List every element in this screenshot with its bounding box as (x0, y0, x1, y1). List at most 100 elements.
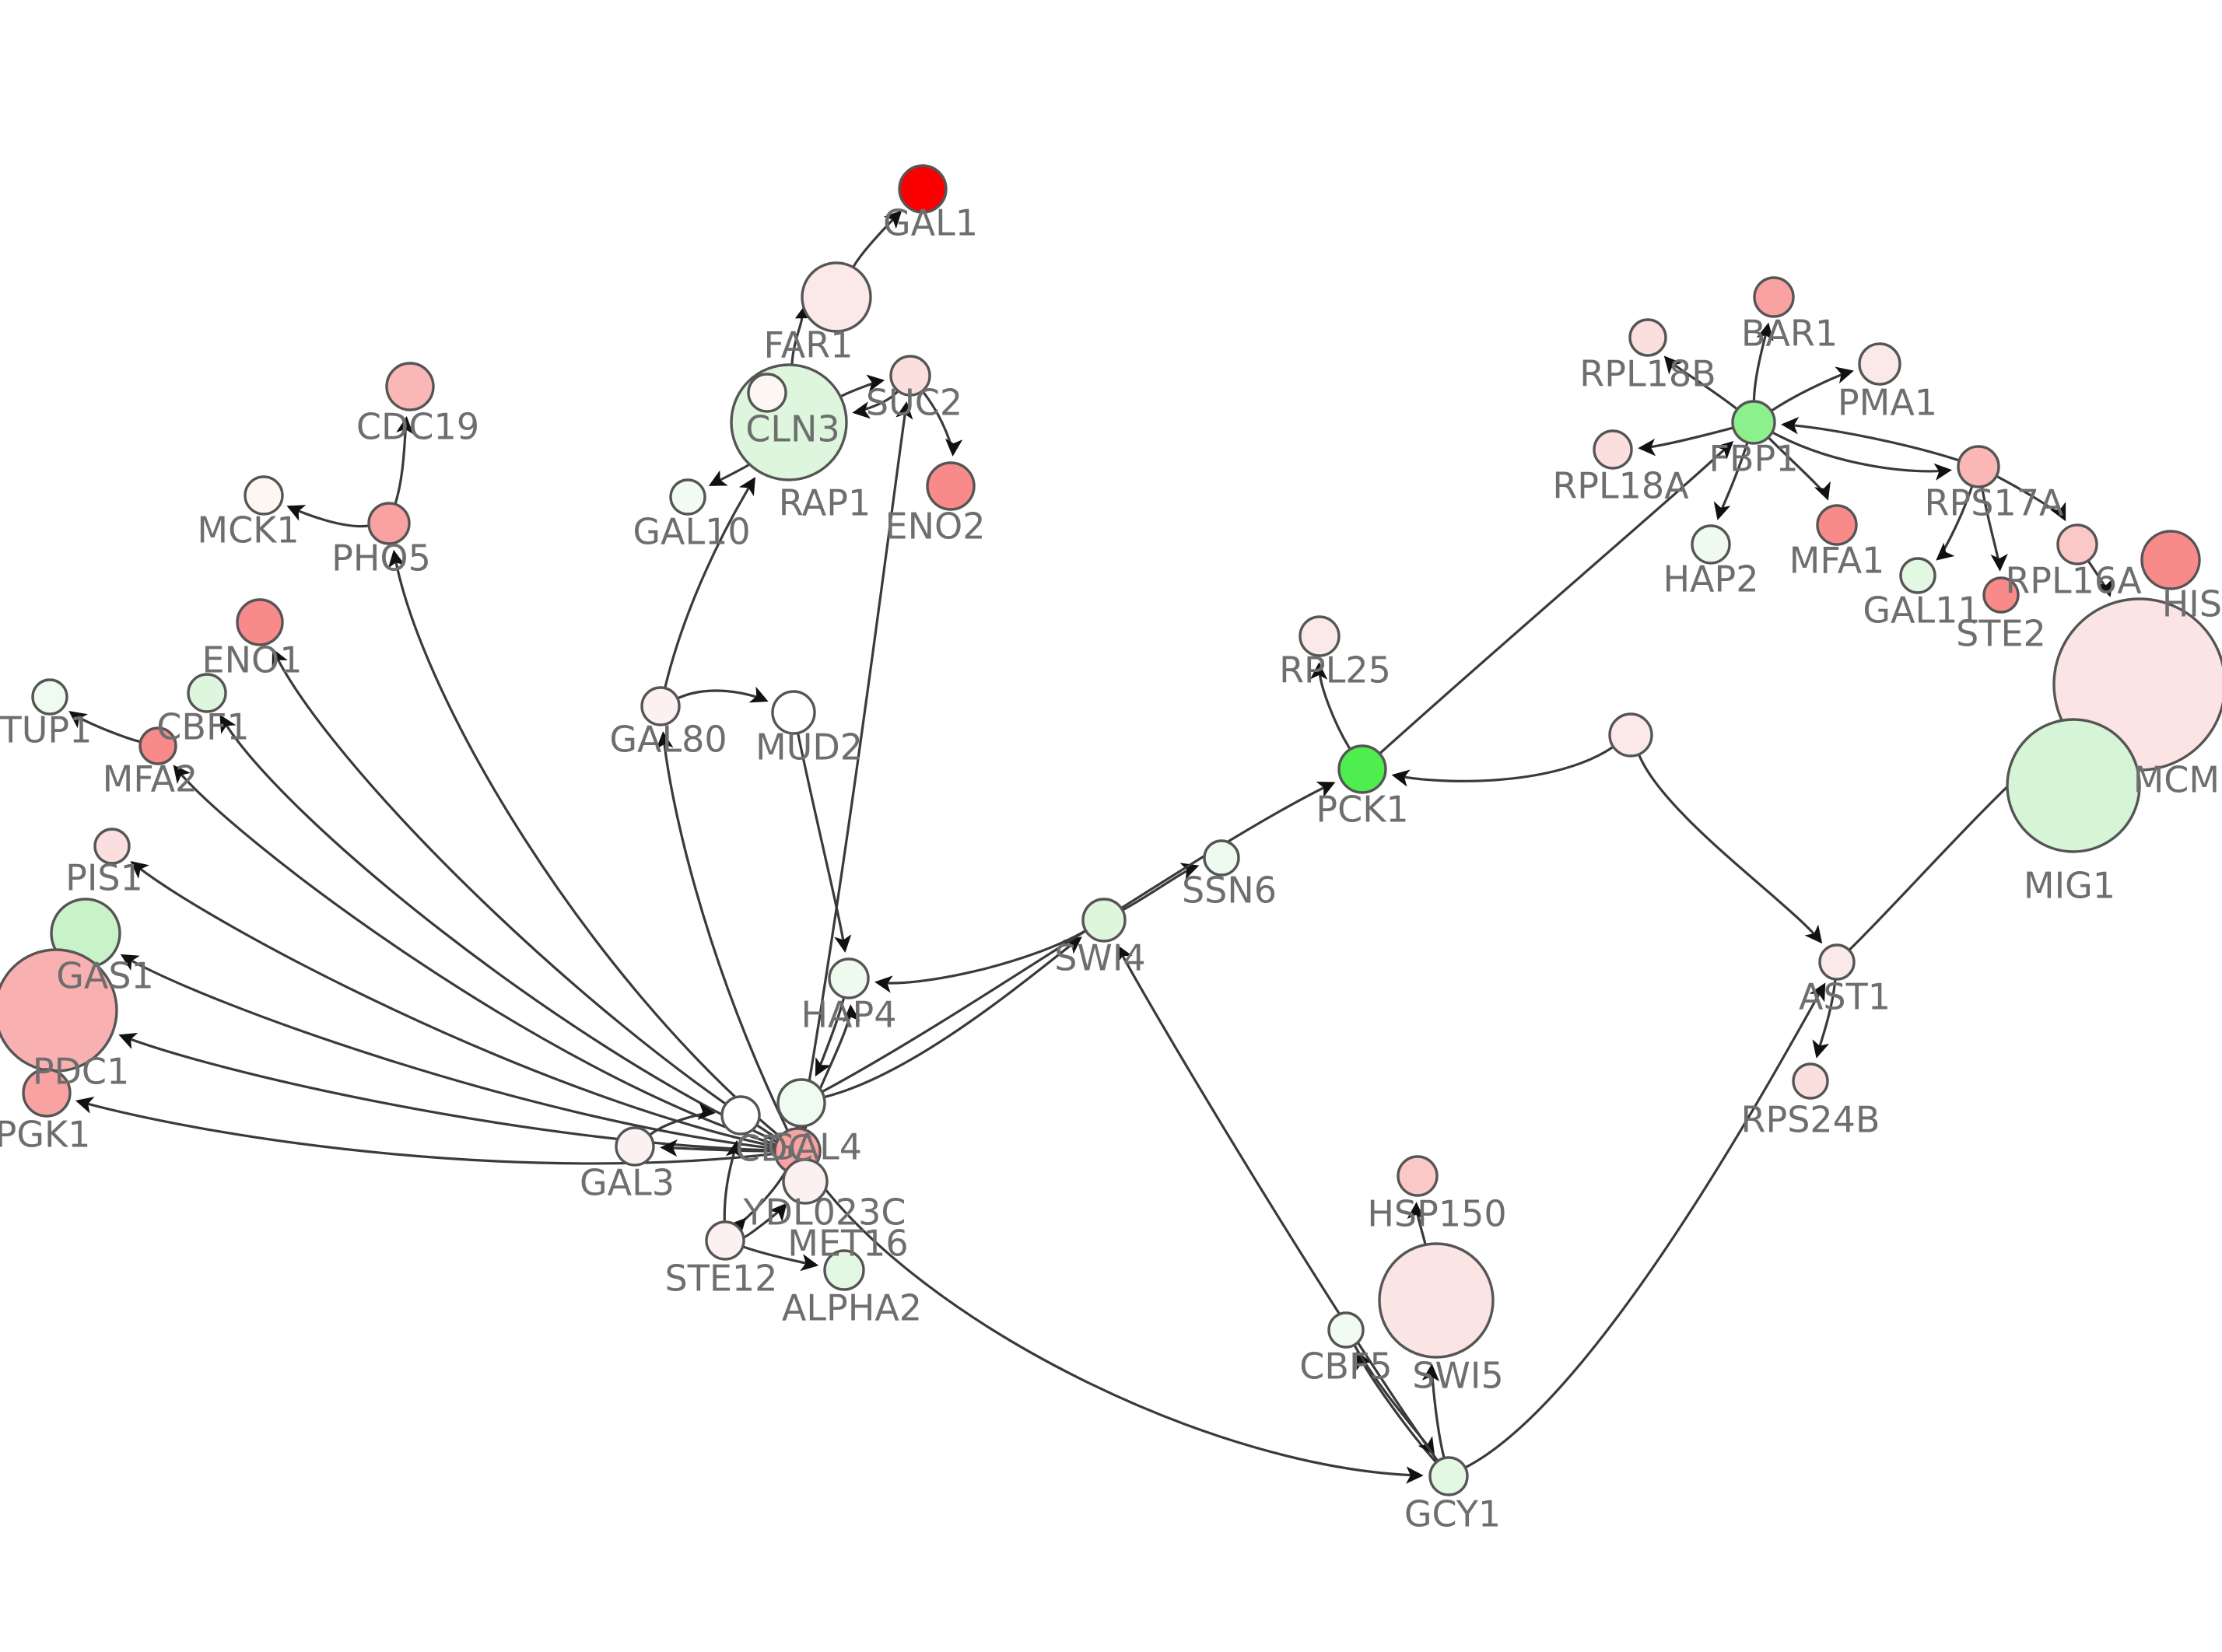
edge-gal4-to-cbf1[interactable] (219, 714, 777, 1143)
node-mud2[interactable] (771, 690, 816, 735)
edge-mfa2-to-tup1[interactable] (68, 710, 141, 744)
node-mfa2[interactable] (138, 726, 177, 765)
edge-unlbl5-to-ast1[interactable] (1638, 754, 1823, 944)
node-swi4[interactable] (1081, 898, 1127, 943)
edge-suc2-to-eno2[interactable] (921, 390, 963, 457)
node-rpl18b[interactable] (1628, 318, 1667, 357)
node-eno1[interactable] (236, 598, 284, 646)
edge-gal4-to-pgk1[interactable] (75, 1097, 775, 1165)
node-gal80[interactable] (640, 686, 681, 726)
node-tup1[interactable] (31, 678, 68, 716)
node-pck1[interactable] (1337, 744, 1387, 794)
edge-unlbl4-to-swi4[interactable] (824, 936, 1082, 1098)
node-pgk1[interactable] (22, 1068, 72, 1118)
edge-gal4-to-gal3[interactable] (660, 1139, 775, 1157)
edge-gal4-to-gas1[interactable] (120, 954, 775, 1150)
edge-gal4-to-suc2[interactable] (800, 401, 913, 1129)
node-ast1[interactable] (1818, 943, 1856, 981)
edge-gal80-to-mud2[interactable] (678, 686, 769, 703)
node-unlbl4[interactable] (776, 1078, 826, 1128)
edge-fbp1-to-hap2[interactable] (1713, 443, 1749, 520)
edge-fbp1-to-rpl18b[interactable] (1663, 355, 1738, 410)
node-hsp150[interactable] (1397, 1155, 1439, 1197)
edge-swi4-to-ssn6[interactable] (1122, 863, 1200, 912)
edge-gal4-to-mfa2[interactable] (173, 765, 776, 1146)
node-gal1[interactable] (898, 164, 948, 214)
node-pma1[interactable] (1858, 342, 1901, 386)
node-cbf5[interactable] (1327, 1311, 1365, 1349)
node-rpl25[interactable] (1299, 615, 1341, 657)
edge-ste12-to-unlbl2[interactable] (723, 1139, 743, 1222)
node-cbf1[interactable] (187, 673, 227, 713)
edge-cln3-to-suc2[interactable] (840, 374, 885, 397)
node-ssn6[interactable] (1203, 839, 1240, 877)
edge-fbp1-to-mfa1[interactable] (1768, 436, 1831, 501)
node-suc2[interactable] (889, 355, 931, 397)
edge-rpl16a-to-mcm1[interactable] (2087, 560, 2114, 597)
node-unlbl5[interactable] (1608, 712, 1653, 758)
edge-rps17a-to-fbp1[interactable] (1781, 417, 1959, 462)
node-unlbl2[interactable] (720, 1095, 761, 1136)
node-gcy1[interactable] (1428, 1456, 1469, 1496)
node-gal11[interactable] (1899, 557, 1936, 594)
edge-gal4-to-pis1[interactable] (130, 861, 775, 1148)
node-unlbl1[interactable] (747, 373, 787, 413)
node-his4[interactable] (2140, 530, 2201, 590)
edge-fbp1-to-rps17a[interactable] (1772, 431, 1952, 481)
node-mig1[interactable] (2006, 718, 2141, 853)
node-far1[interactable] (801, 261, 872, 333)
edge-gal80-to-cln3[interactable] (664, 477, 755, 688)
node-hap4[interactable] (828, 957, 870, 999)
node-cdc19[interactable] (385, 362, 435, 411)
node-hap2[interactable] (1691, 524, 1731, 565)
node-gal3[interactable] (615, 1126, 655, 1167)
node-alpha2[interactable] (823, 1249, 865, 1291)
node-ste12[interactable] (705, 1220, 745, 1261)
edge-pho5-to-mck1[interactable] (286, 505, 369, 528)
node-met16[interactable] (782, 1158, 829, 1205)
node-mfa1[interactable] (1816, 504, 1858, 546)
edge-rps17a-to-ste2[interactable] (1980, 487, 2008, 572)
edge-suc2-to-cln3[interactable] (852, 390, 899, 419)
edge-pck1-to-fbp1[interactable] (1379, 441, 1734, 754)
node-pho5[interactable] (367, 502, 411, 545)
edge-fbp1-to-rpl18a[interactable] (1638, 426, 1733, 457)
edge-fbp1-to-bar1[interactable] (1752, 322, 1774, 401)
edge-gcy1-to-ast1[interactable] (1465, 982, 1826, 1468)
edge-pho5-to-cdc19[interactable] (394, 416, 414, 504)
node-rpl18a[interactable] (1593, 429, 1633, 470)
edge-unlbl5-to-pck1[interactable] (1391, 746, 1614, 787)
edge-cln3-to-gal10[interactable] (708, 464, 750, 486)
edge-mud2-to-hap4[interactable] (797, 733, 852, 954)
edge-swi5-to-hsp150[interactable] (1407, 1202, 1427, 1244)
edge-ast1-to-rps24b[interactable] (1812, 979, 1837, 1059)
edge-gal4-to-gal80[interactable] (656, 731, 789, 1131)
edge-ste12-to-alpha2[interactable] (743, 1245, 819, 1272)
edge-gcy1-to-swi4[interactable] (1116, 944, 1439, 1461)
edge-hap4-to-unlbl4[interactable] (815, 997, 846, 1077)
node-ste2[interactable] (1982, 576, 2020, 614)
node-bar1[interactable] (1753, 276, 1795, 318)
edge-fbp1-to-pma1[interactable] (1771, 366, 1854, 412)
edge-rps17a-to-gal11[interactable] (1936, 486, 1974, 561)
edge-gal4-to-gcy1[interactable] (809, 1169, 1424, 1484)
edge-pck1-to-rpl25[interactable] (1309, 662, 1351, 750)
node-rps17a[interactable] (1957, 445, 2000, 488)
edge-gal4-to-pho5[interactable] (387, 549, 780, 1138)
edge-swi4-to-hap4[interactable] (874, 929, 1086, 993)
node-rpl16a[interactable] (2056, 523, 2098, 565)
edge-gal4-to-eno1[interactable] (272, 648, 779, 1140)
node-fbp1[interactable] (1731, 400, 1776, 445)
node-gal10[interactable] (669, 478, 706, 516)
edge-gal3-to-unlbl2[interactable] (649, 1102, 716, 1136)
edge-cln3-to-far1[interactable] (790, 303, 815, 365)
edge-gcy1-to-swi5[interactable] (1421, 1363, 1446, 1458)
node-swi5[interactable] (1378, 1242, 1495, 1359)
node-rps24b[interactable] (1792, 1062, 1829, 1100)
node-mck1[interactable] (244, 475, 284, 516)
edge-far1-to-gal1[interactable] (852, 210, 902, 268)
node-eno2[interactable] (926, 461, 976, 511)
edge-rps17a-to-rpl16a[interactable] (1996, 475, 2066, 522)
node-pis1[interactable] (93, 828, 131, 865)
